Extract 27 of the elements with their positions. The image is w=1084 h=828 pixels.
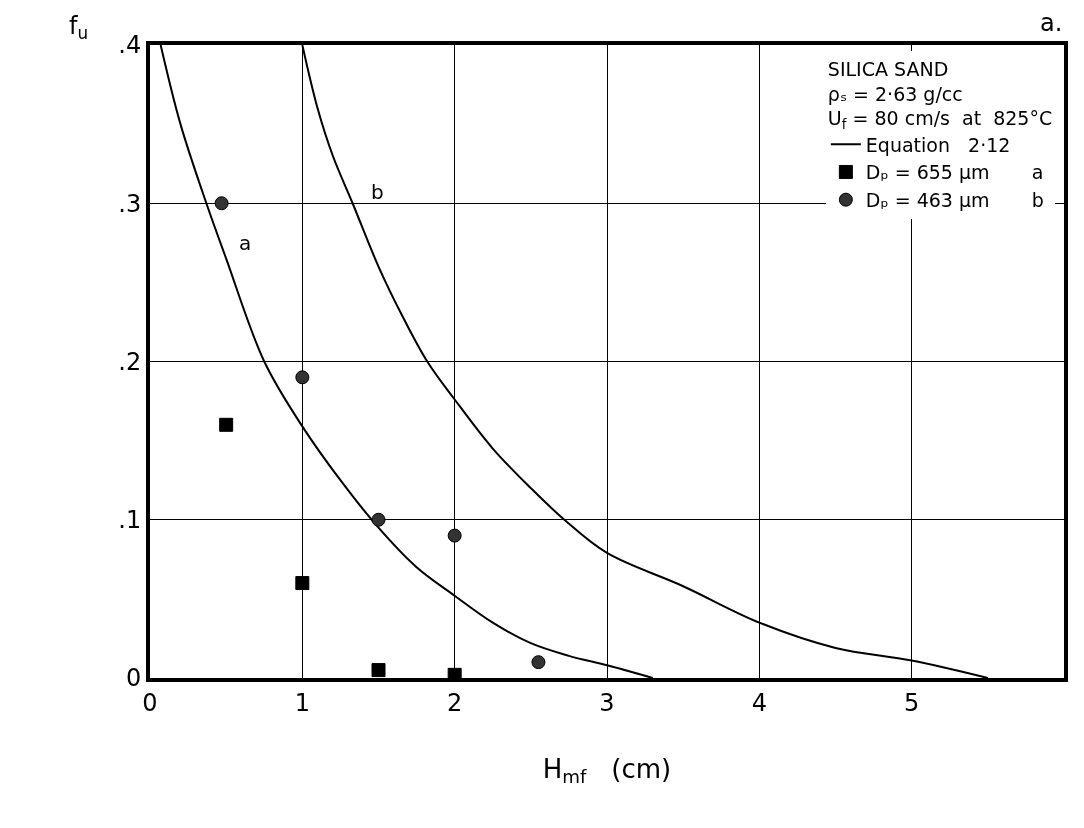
annotation: b bbox=[371, 180, 384, 204]
x-tick-label: 5 bbox=[904, 688, 920, 717]
legend-title: SILICA SAND ρₛ = 2·63 g/cc U$_{f}$ = 80 cm/s at 825°C bbox=[827, 58, 1053, 133]
point bbox=[371, 512, 386, 527]
annotation: a bbox=[239, 231, 252, 255]
point bbox=[295, 576, 310, 591]
point bbox=[295, 370, 310, 385]
x-tick-label: 3 bbox=[599, 688, 615, 717]
y-tick-label: .2 bbox=[118, 347, 142, 376]
point bbox=[371, 663, 386, 678]
text: H$_{mf}$ (cm) bbox=[542, 754, 672, 788]
y-axis-title: f$_{u}$ bbox=[69, 12, 89, 44]
point bbox=[447, 528, 462, 543]
x-tick-label: 2 bbox=[447, 688, 463, 717]
legend-label: Dₚ = 463 µm b bbox=[865, 189, 1044, 212]
text: a. bbox=[1040, 9, 1063, 37]
y-tick-label: .4 bbox=[118, 31, 142, 60]
legend-label: Equation 2·12 bbox=[865, 133, 1011, 156]
y-tick-label: 0 bbox=[125, 664, 142, 693]
y-tick-label: .3 bbox=[118, 189, 142, 218]
legend-label: Dₚ = 655 µm a bbox=[865, 161, 1044, 184]
x-tick-label: 1 bbox=[294, 688, 310, 717]
x-tick-label: 4 bbox=[751, 688, 767, 717]
y-tick-label: .1 bbox=[118, 506, 142, 535]
point bbox=[219, 417, 234, 432]
point bbox=[214, 196, 229, 211]
point bbox=[531, 655, 546, 670]
